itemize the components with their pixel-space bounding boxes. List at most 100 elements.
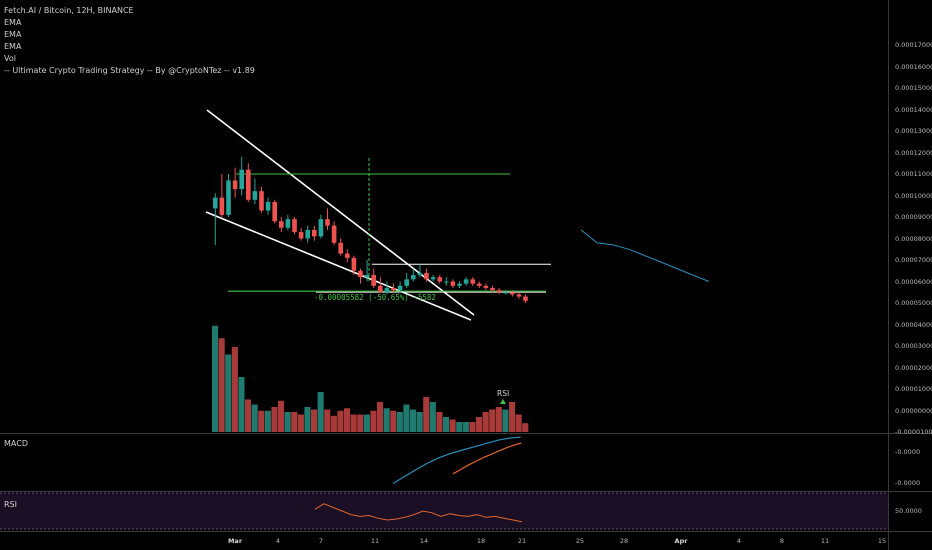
volume-bar bbox=[443, 417, 450, 432]
candle-body bbox=[345, 253, 350, 258]
volume-bar bbox=[403, 404, 410, 432]
volume-bar bbox=[390, 410, 397, 432]
price-tick: 0.00011000 bbox=[895, 170, 932, 178]
candle-body bbox=[430, 277, 436, 280]
candle-body bbox=[252, 191, 258, 200]
volume-bar bbox=[396, 412, 403, 432]
candle-body bbox=[516, 294, 522, 297]
volume-bar bbox=[245, 399, 252, 432]
legend-vol[interactable]: Vol bbox=[4, 54, 16, 63]
volume-bar bbox=[330, 415, 337, 432]
volume-bar bbox=[212, 325, 219, 432]
volume-bar bbox=[284, 412, 291, 432]
candle-body bbox=[219, 197, 225, 215]
legend-strategy[interactable]: -- Ultimate Crypto Trading Strategy -- B… bbox=[4, 66, 255, 75]
volume-bar bbox=[271, 407, 278, 432]
candle-body bbox=[437, 277, 442, 282]
lower-trendline bbox=[205, 211, 472, 321]
candle-body bbox=[417, 272, 423, 276]
candle-body bbox=[338, 242, 343, 254]
volume-bar bbox=[297, 414, 304, 432]
candle-body bbox=[351, 257, 357, 271]
price-tick: 0.00015000 bbox=[895, 84, 932, 92]
volume-bar bbox=[495, 407, 502, 432]
candle-body bbox=[490, 287, 495, 291]
volume-bar bbox=[522, 423, 529, 432]
price-tick: 0.00006000 bbox=[895, 277, 932, 286]
candle-body bbox=[226, 180, 231, 215]
candle-body bbox=[483, 285, 489, 288]
time-tick: Mar bbox=[227, 537, 243, 545]
rsi-arrow-icon bbox=[500, 399, 506, 404]
candle-body bbox=[397, 285, 403, 291]
volume-bar bbox=[291, 412, 298, 432]
candle-body bbox=[331, 225, 337, 243]
time-tick: 25 bbox=[575, 537, 585, 545]
candle-body bbox=[265, 201, 271, 211]
volume-bar bbox=[449, 419, 456, 432]
volume-bar bbox=[251, 404, 258, 432]
price-tick: 0.00004000 bbox=[895, 320, 932, 329]
volume-bar bbox=[502, 409, 509, 432]
upper-trendline bbox=[206, 109, 475, 316]
price-tick: 0.00013000 bbox=[895, 127, 932, 135]
candle-body bbox=[364, 275, 370, 278]
candle-body bbox=[213, 197, 218, 209]
rsi-label[interactable]: RSI bbox=[4, 500, 17, 509]
price-axis-border bbox=[888, 0, 889, 550]
indicator-tick: -0.0000 bbox=[895, 448, 921, 456]
volume-bar bbox=[317, 392, 324, 432]
rsi-tag: RSI bbox=[497, 389, 510, 398]
candle-body bbox=[457, 283, 462, 286]
candle-body bbox=[404, 279, 409, 286]
time-tick: 11 bbox=[820, 537, 830, 545]
candle-body bbox=[325, 219, 330, 226]
legend-ema-3[interactable]: EMA bbox=[4, 42, 22, 51]
candle-body bbox=[463, 279, 469, 284]
time-tick: 14 bbox=[419, 537, 429, 545]
volume-bar bbox=[231, 347, 238, 432]
volume-bar bbox=[482, 412, 489, 432]
volume-bar bbox=[225, 354, 232, 432]
measure-label: -0.00005582 (-50.65%) -5582 bbox=[314, 293, 436, 302]
candle-body bbox=[510, 292, 515, 295]
candle-body bbox=[477, 283, 482, 286]
volume-bar bbox=[509, 402, 516, 432]
volume-bar bbox=[456, 422, 463, 432]
candle-body bbox=[503, 292, 508, 294]
time-tick: 28 bbox=[619, 537, 629, 545]
legend-ema-2[interactable]: EMA bbox=[4, 30, 22, 39]
time-tick: 21 bbox=[517, 537, 527, 545]
time-tick: 18 bbox=[476, 537, 486, 545]
candle-body bbox=[246, 169, 251, 200]
volume-bar bbox=[515, 414, 522, 432]
macd-line bbox=[392, 436, 521, 485]
volume-bar bbox=[436, 412, 443, 432]
volume-bar bbox=[344, 408, 351, 432]
level-lines bbox=[228, 173, 551, 293]
candle-body bbox=[424, 272, 429, 280]
candle-body bbox=[232, 180, 238, 190]
pane-separator[interactable] bbox=[0, 491, 932, 492]
time-axis-separator bbox=[0, 531, 932, 532]
symbol-title[interactable]: Fetch.AI / Bitcoin, 12H, BINANCE bbox=[4, 6, 134, 15]
candle-body bbox=[318, 219, 324, 237]
volume-bar bbox=[264, 410, 271, 432]
candle-body bbox=[305, 229, 310, 239]
indicator-tick: -0.0000 bbox=[895, 479, 921, 487]
macd-label[interactable]: MACD bbox=[4, 439, 28, 448]
legend-ema-1[interactable]: EMA bbox=[4, 18, 22, 27]
pane-separator[interactable] bbox=[0, 433, 932, 434]
candle-body bbox=[384, 287, 390, 293]
volume-bar bbox=[337, 410, 344, 432]
chart-legend: Fetch.AI / Bitcoin, 12H, BINANCE EMA EMA… bbox=[4, 5, 255, 77]
volume-bar bbox=[416, 412, 423, 432]
price-tick: 0.00009000 bbox=[895, 213, 932, 221]
volume-bar bbox=[324, 409, 331, 432]
candle-body bbox=[279, 221, 284, 228]
macd-signal-line bbox=[452, 442, 522, 475]
volume-bar bbox=[304, 407, 311, 432]
trend-lines bbox=[205, 109, 475, 321]
volume-bar bbox=[383, 408, 390, 432]
